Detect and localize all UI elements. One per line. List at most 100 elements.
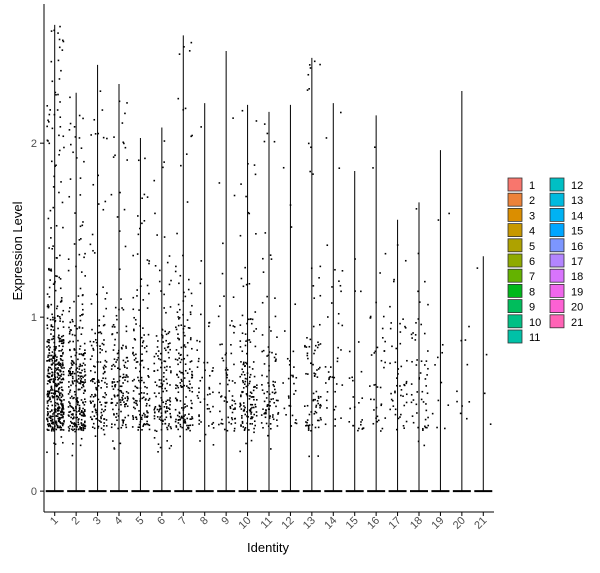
data-point [254, 386, 256, 388]
data-point [249, 422, 252, 425]
data-point [441, 343, 444, 346]
data-point [324, 423, 327, 426]
data-point [271, 351, 273, 354]
data-point [58, 391, 60, 394]
data-point [89, 370, 92, 372]
data-point [334, 390, 336, 393]
data-point [62, 326, 65, 328]
data-point [337, 346, 339, 349]
data-point [206, 408, 209, 410]
data-point [57, 409, 60, 412]
data-point [252, 389, 255, 392]
data-point [69, 389, 72, 391]
data-point [122, 382, 124, 384]
data-point [352, 424, 355, 427]
data-point [223, 400, 226, 402]
data-point [209, 393, 211, 395]
data-point [81, 386, 83, 389]
data-point [137, 426, 140, 429]
data-point [74, 136, 77, 138]
jitter-points-3 [89, 90, 108, 437]
data-point [253, 164, 256, 166]
data-point [399, 342, 402, 345]
data-point [225, 367, 228, 369]
data-point [103, 422, 106, 424]
data-point [70, 395, 73, 398]
data-point [126, 102, 128, 104]
data-point [122, 398, 124, 401]
data-point [137, 233, 140, 236]
data-point [159, 446, 162, 449]
data-point [55, 415, 57, 417]
data-point [48, 341, 50, 344]
data-point [121, 419, 124, 421]
data-point [249, 410, 252, 413]
data-point [52, 329, 55, 331]
data-point [293, 382, 295, 385]
data-point [166, 399, 169, 401]
data-point [232, 296, 235, 298]
data-point [289, 204, 292, 206]
data-point [142, 299, 145, 301]
data-point [54, 393, 57, 395]
data-point [146, 420, 148, 423]
data-point [241, 350, 244, 353]
data-point [94, 435, 97, 437]
data-point [465, 417, 468, 420]
data-point [46, 125, 48, 128]
data-point [246, 352, 248, 355]
data-point [100, 387, 102, 389]
data-point [316, 369, 318, 371]
data-point [317, 368, 320, 370]
data-point [161, 329, 164, 331]
data-point [48, 247, 50, 249]
data-point [156, 346, 159, 348]
data-point [70, 413, 73, 416]
data-point [188, 327, 191, 329]
data-point [393, 280, 395, 283]
data-point [148, 376, 150, 378]
data-point [153, 392, 156, 394]
data-point [304, 345, 306, 348]
data-point [116, 359, 118, 361]
data-point [295, 376, 298, 379]
data-point [122, 392, 124, 395]
data-point [139, 227, 141, 230]
data-point [228, 421, 230, 424]
data-point [60, 426, 63, 429]
data-point [122, 422, 125, 424]
data-point [100, 416, 102, 418]
data-point [75, 369, 77, 371]
data-point [100, 411, 103, 414]
data-point [76, 426, 78, 428]
data-point [48, 348, 50, 351]
data-point [191, 373, 193, 376]
legend-swatch-12 [549, 177, 565, 192]
data-point [373, 352, 376, 354]
data-point [187, 386, 190, 389]
data-point [373, 398, 375, 401]
data-point [182, 313, 184, 316]
data-point [248, 429, 250, 431]
data-point [159, 352, 162, 355]
data-point [232, 325, 235, 327]
data-point [168, 423, 170, 425]
data-point [50, 378, 53, 381]
data-point [327, 316, 329, 318]
data-point [134, 407, 136, 410]
data-point [246, 411, 248, 413]
data-point [241, 422, 244, 424]
data-point [51, 374, 54, 376]
data-point [145, 398, 147, 400]
data-point [164, 410, 167, 413]
data-point [276, 336, 278, 338]
data-point [226, 369, 229, 371]
x-tick-label: 19 [429, 515, 446, 532]
data-point [164, 387, 167, 390]
data-point [114, 338, 116, 341]
data-point [134, 385, 137, 388]
data-point [68, 370, 70, 373]
data-point [83, 408, 86, 411]
data-point [80, 409, 83, 412]
data-point [447, 404, 450, 406]
